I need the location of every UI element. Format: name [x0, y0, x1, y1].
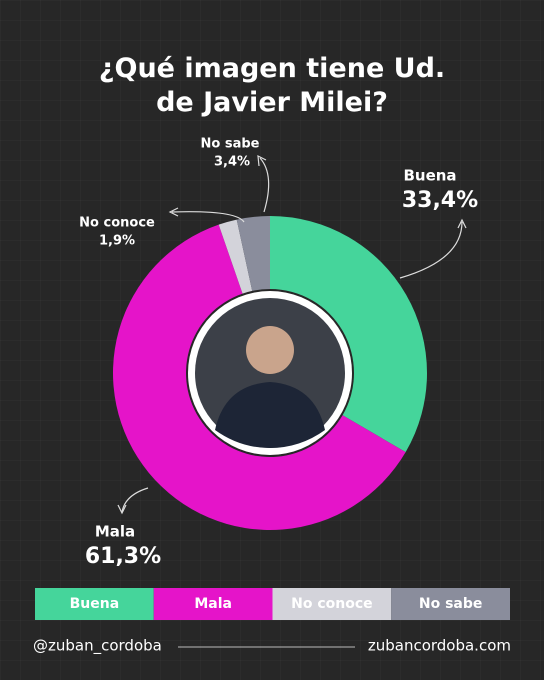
legend-swatch [272, 588, 392, 620]
footer-website: zubancordoba.com [368, 637, 511, 655]
donut-slice [113, 224, 406, 530]
donut [113, 216, 427, 530]
footer-handle: @zuban_cordoba [33, 637, 162, 656]
data-label-name: Buena [403, 167, 456, 185]
legend-label: Buena [70, 596, 120, 612]
data-label-name: No sabe [201, 137, 260, 152]
donut-slice [270, 216, 427, 453]
donut-slice [218, 219, 253, 294]
data-label-name: No conoce [79, 216, 155, 231]
arrows [117, 154, 467, 515]
data-label-value: 1,9% [99, 234, 135, 249]
legend-label: Mala [194, 596, 232, 612]
photo-face [246, 326, 294, 374]
chart-title: ¿Qué imagen tiene Ud. de Javier Milei? [98, 53, 446, 118]
data-label-name: Mala [95, 523, 135, 541]
legend-swatch [391, 588, 510, 620]
data-label-value: 61,3% [85, 544, 161, 569]
data-label-value: 33,4% [402, 188, 478, 213]
data-label-value: 3,4% [214, 155, 250, 170]
photo-suit [215, 382, 325, 448]
legend-swatch [153, 588, 273, 620]
donut-slice [236, 216, 270, 291]
legend-label: No sabe [419, 596, 483, 612]
legend-swatch [35, 588, 154, 620]
legend-label: No conoce [291, 596, 373, 612]
